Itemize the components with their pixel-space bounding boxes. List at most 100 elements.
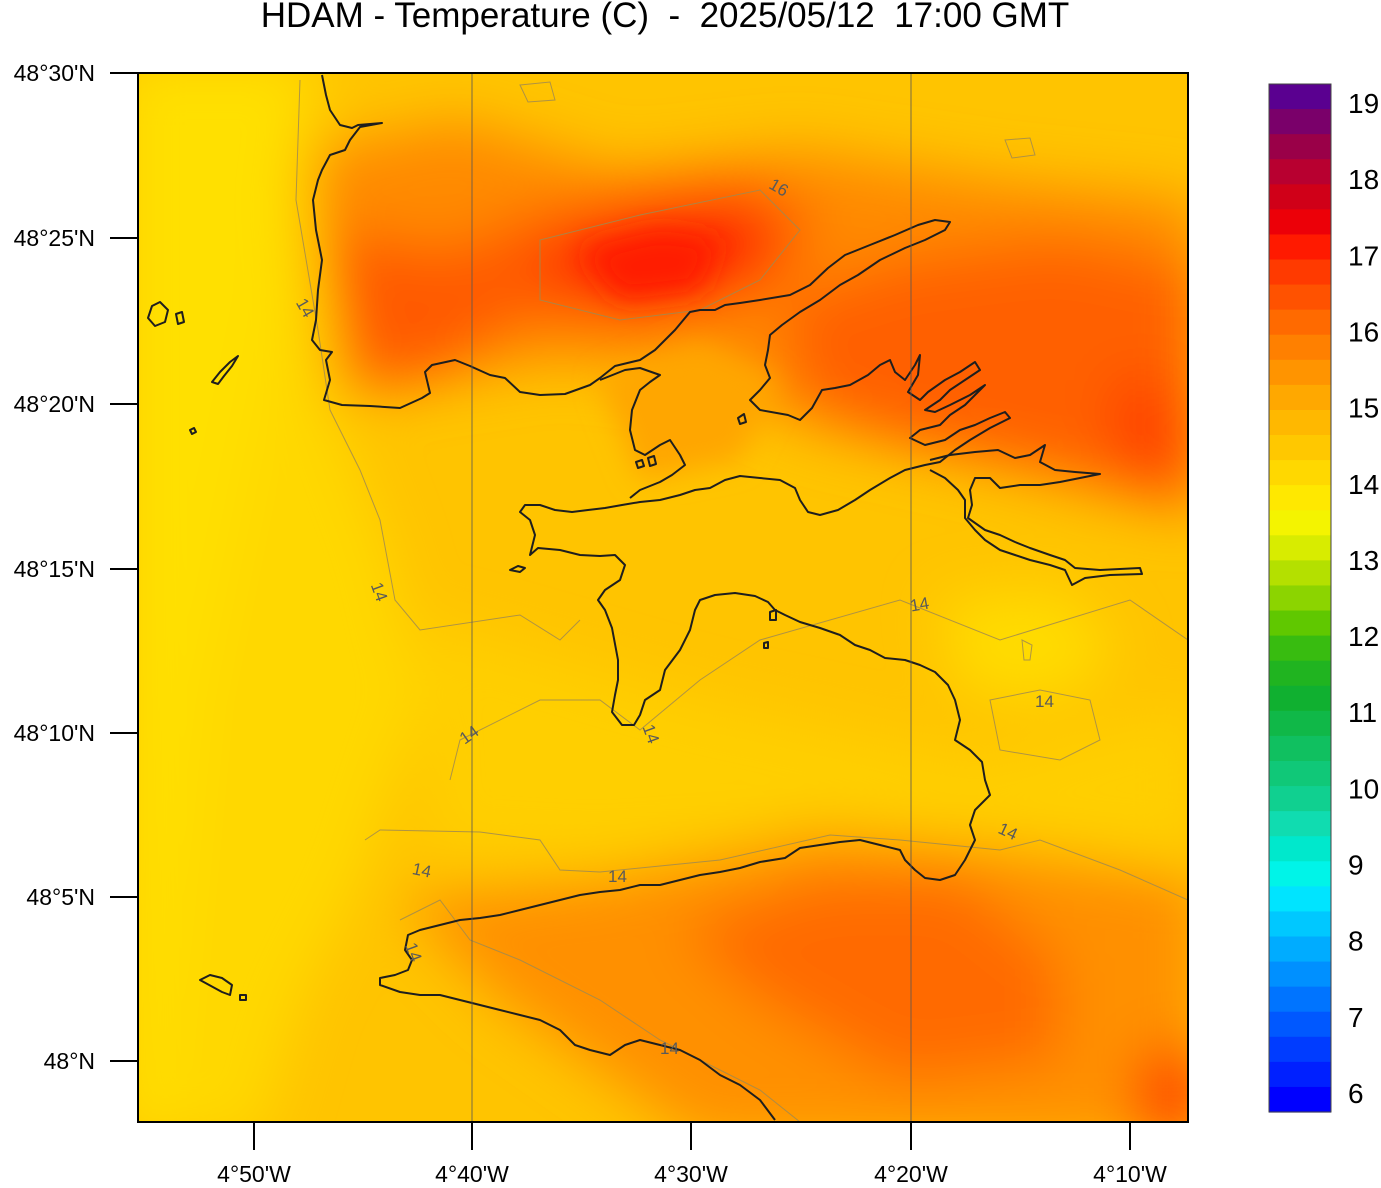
lat-label: 48°20'N: [14, 391, 95, 417]
contour-label: 14: [608, 867, 627, 886]
islet-sein-b: [239, 994, 247, 1001]
lat-label: 48°15'N: [14, 556, 95, 582]
north-peak-zone: [580, 230, 720, 300]
islet-ouessant-a: [147, 301, 169, 327]
contour-label: 14: [660, 1039, 679, 1058]
colorbar-frame: [1268, 83, 1332, 1113]
southeast-corner-zone: [1140, 1044, 1188, 1122]
colorbar-band: [1269, 485, 1331, 511]
colorbar-band: [1269, 209, 1331, 236]
islet-small-a: [189, 427, 197, 435]
colorbar-label: 16: [1348, 316, 1379, 347]
colorbar-band: [1269, 560, 1331, 587]
meridian-lines: [471, 73, 912, 1122]
contour-14-central: [449, 599, 1188, 781]
colorbar-label: 17: [1348, 240, 1379, 271]
colorbar-band: [1269, 861, 1331, 887]
contour-14-west: [295, 79, 581, 641]
colorbar: 19 18 17 16 15 14 13 12 11 10 9 8 7 6: [1268, 83, 1379, 1113]
colorbar-band: [1269, 936, 1331, 963]
colorbar-labels: 19 18 17 16 15 14 13 12 11 10 9 8 7 6: [1348, 88, 1379, 1109]
coastlines: [147, 74, 1143, 1121]
colorbar-band: [1269, 836, 1331, 862]
lon-label: 4°30'W: [654, 1161, 728, 1187]
colorbar-band: [1269, 84, 1331, 110]
lat-label: 48°10'N: [14, 720, 95, 746]
colorbar-band: [1269, 510, 1331, 536]
colorbar-band: [1269, 1036, 1331, 1063]
islet-small-b: [509, 565, 526, 573]
colorbar-label: 12: [1348, 621, 1379, 652]
latitude-axis: 48°30'N 48°25'N 48°20'N 48°15'N 48°10'N …: [14, 60, 138, 1074]
islet-small-g: [769, 609, 777, 621]
islet-small-d: [647, 455, 657, 467]
lon-label: 4°20'W: [874, 1161, 948, 1187]
temperature-field: 16 14 14 14 14 14 14 14 14 14 14 14: [138, 73, 1188, 1122]
colorbar-band: [1269, 384, 1331, 411]
colorbar-band: [1269, 660, 1331, 687]
contour-small-e: [1021, 639, 1033, 661]
lat-label: 48°5'N: [26, 884, 95, 910]
colorbar-label: 9: [1348, 850, 1364, 881]
east-yellow-zone: [940, 590, 1120, 700]
colorbar-label: 6: [1348, 1078, 1364, 1109]
inner-bay-zone: [600, 340, 780, 480]
east-core-zone: [1110, 380, 1188, 480]
colorbar-band: [1269, 635, 1331, 662]
lat-label: 48°30'N: [14, 60, 95, 86]
colorbar-label: 15: [1348, 393, 1379, 424]
colorbar-band: [1269, 1061, 1331, 1088]
islet-small-c: [635, 459, 645, 469]
colorbar-band: [1269, 435, 1331, 461]
colorbar-band: [1269, 710, 1331, 737]
colorbar-band: [1269, 735, 1331, 762]
map-title: HDAM - Temperature (C) - 2025/05/12 17:0…: [260, 0, 1070, 35]
islet-sein-a: [199, 974, 233, 996]
colorbar-band: [1269, 460, 1331, 486]
north-coast: [311, 74, 1011, 1121]
colorbar-label: 10: [1348, 773, 1379, 804]
lat-label: 48°N: [44, 1048, 95, 1074]
colorbar-band: [1269, 109, 1331, 135]
colorbar-band: [1269, 786, 1331, 812]
colorbar-band: [1269, 535, 1331, 561]
contour-small-n: [519, 81, 556, 103]
colorbar-band: [1269, 409, 1331, 436]
colorbar-band: [1269, 986, 1331, 1013]
contour-lines: [295, 79, 1188, 1122]
colorbar-label: 14: [1348, 469, 1379, 500]
contour-16-north: [539, 189, 801, 321]
colorbar-band: [1269, 961, 1331, 988]
south-hot-zone: [680, 880, 1060, 1080]
colorbar-label: 8: [1348, 926, 1364, 957]
elorn-estuary: [599, 367, 686, 499]
northeast-hot-zone: [780, 240, 1188, 498]
lon-label: 4°40'W: [435, 1161, 509, 1187]
lon-label: 4°10'W: [1093, 1161, 1167, 1187]
colorbar-band: [1269, 134, 1331, 160]
contour-14-east: [989, 689, 1101, 761]
contour-label: 14: [411, 859, 433, 882]
colorbar-label: 11: [1348, 697, 1377, 728]
colorbar-band: [1269, 886, 1331, 913]
colorbar-band: [1269, 585, 1331, 612]
colorbar-band: [1269, 1086, 1331, 1113]
contour-14-south: [364, 829, 1188, 901]
map-frame: [137, 72, 1189, 1123]
colorbar-band: [1269, 259, 1331, 286]
contour-small-ne: [1004, 137, 1036, 159]
colorbar-band: [1269, 911, 1331, 938]
east-estuary: [929, 444, 1143, 586]
colorbar-band: [1269, 184, 1331, 210]
colorbar-band: [1269, 309, 1331, 336]
islet-small-e: [737, 413, 747, 425]
lon-label: 4°50'W: [217, 1161, 291, 1187]
colorbar-band: [1269, 334, 1331, 361]
colorbar-band: [1269, 685, 1331, 712]
colorbar-band: [1269, 359, 1331, 386]
colorbar-band: [1269, 1011, 1331, 1038]
contour-label: 14: [1035, 692, 1054, 711]
islet-ouessant-b: [175, 311, 185, 325]
colorbar-band: [1269, 760, 1331, 787]
